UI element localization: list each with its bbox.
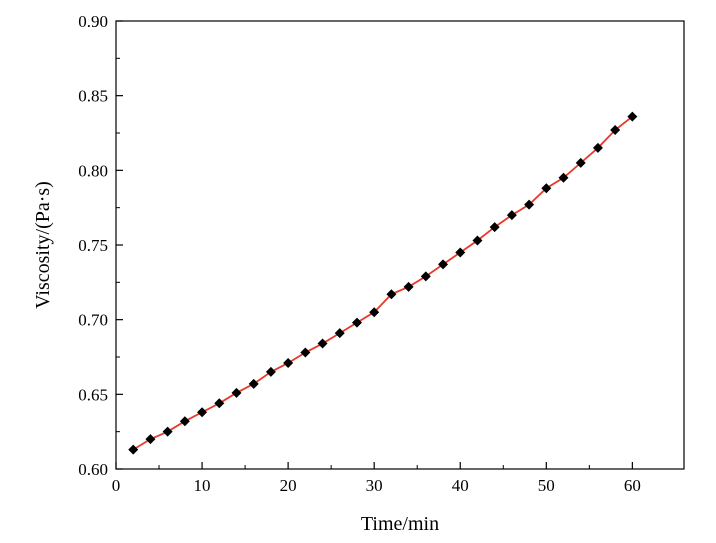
y-tick-label: 0.75	[78, 236, 108, 255]
data-point	[386, 289, 397, 300]
data-point	[179, 416, 190, 427]
data-point	[403, 281, 414, 292]
y-tick-label: 0.70	[78, 311, 108, 330]
data-point	[145, 434, 156, 445]
data-point	[610, 125, 621, 136]
y-tick-label: 0.85	[78, 87, 108, 106]
data-point	[455, 247, 466, 258]
data-point	[248, 378, 259, 389]
y-tick-label: 0.60	[78, 460, 108, 479]
data-point	[592, 142, 603, 153]
data-point	[265, 366, 276, 377]
x-tick-label: 60	[624, 476, 641, 495]
y-tick-labels: 0.60 0.65 0.70 0.75 0.80 0.85 0.90	[78, 12, 108, 479]
data-point	[162, 426, 173, 437]
x-tick-labels: 0 10 20 30 40 50 60	[112, 476, 641, 495]
data-point	[317, 338, 328, 349]
y-tick-label: 0.80	[78, 161, 108, 180]
data-point	[472, 235, 483, 246]
x-tick-label: 40	[452, 476, 469, 495]
data-point	[438, 259, 449, 270]
data-point	[489, 222, 500, 233]
data-point	[506, 210, 517, 221]
data-point	[524, 199, 535, 210]
data-point	[420, 271, 431, 282]
data-point	[351, 317, 362, 328]
data-point	[575, 157, 586, 168]
x-tick-label: 30	[366, 476, 383, 495]
data-point	[334, 328, 345, 339]
data-point	[128, 444, 139, 455]
x-tick-label: 0	[112, 476, 121, 495]
y-tick-label: 0.90	[78, 12, 108, 31]
data-point	[231, 387, 242, 398]
data-point	[283, 357, 294, 368]
data-markers	[128, 111, 638, 455]
y-axis-title: Viscosity/(Pa·s)	[32, 181, 54, 309]
x-tick-label: 20	[280, 476, 297, 495]
data-point	[541, 183, 552, 194]
x-tick-label: 50	[538, 476, 555, 495]
y-tick-label: 0.65	[78, 385, 108, 404]
data-point	[369, 307, 380, 318]
x-axis-title: Time/min	[361, 513, 439, 535]
series-line	[132, 115, 633, 451]
plot-frame	[115, 20, 685, 470]
data-point	[197, 407, 208, 418]
axis-ticks	[115, 20, 633, 470]
x-tick-label: 10	[194, 476, 211, 495]
data-point	[300, 347, 311, 358]
data-point	[558, 172, 569, 183]
data-point	[627, 111, 638, 122]
data-point	[214, 398, 225, 409]
